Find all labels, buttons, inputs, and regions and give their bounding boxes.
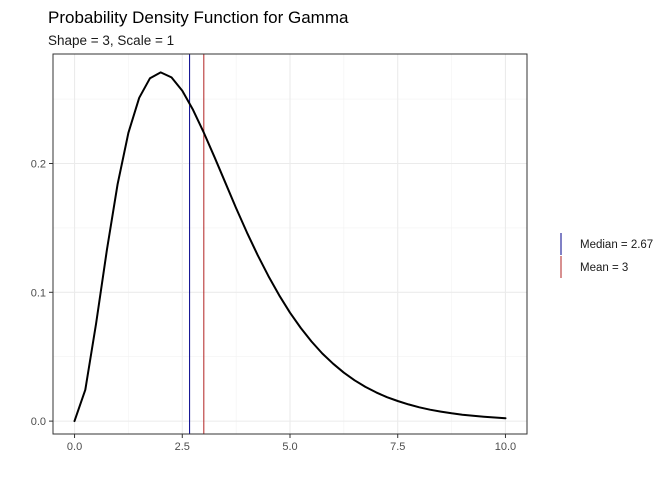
y-axis: 0.0 0.1 0.2 — [31, 158, 53, 428]
density-curve — [73, 71, 507, 423]
x-tick-label: 5.0 — [282, 441, 297, 453]
legend-label: Mean = 3 — [580, 262, 628, 274]
chart-title: Probability Density Function for Gamma — [48, 8, 349, 27]
density-series — [73, 71, 507, 423]
x-tick-label: 2.5 — [175, 441, 190, 453]
y-tick-label: 0.2 — [31, 158, 46, 170]
x-tick-label: 7.5 — [390, 441, 405, 453]
y-tick-label: 0.0 — [31, 416, 46, 428]
legend-label: Median = 2.67 — [580, 239, 653, 251]
legend: Median = 2.67 Mean = 3 — [560, 233, 653, 278]
chart-subtitle: Shape = 3, Scale = 1 — [48, 33, 174, 48]
y-tick-label: 0.1 — [31, 287, 46, 299]
major-gridlines — [53, 54, 527, 434]
x-tick-label: 10.0 — [495, 441, 516, 453]
x-axis: 0.0 2.5 5.0 7.5 10.0 — [67, 434, 516, 453]
reference-lines — [189, 54, 205, 434]
x-tick-label: 0.0 — [67, 441, 82, 453]
